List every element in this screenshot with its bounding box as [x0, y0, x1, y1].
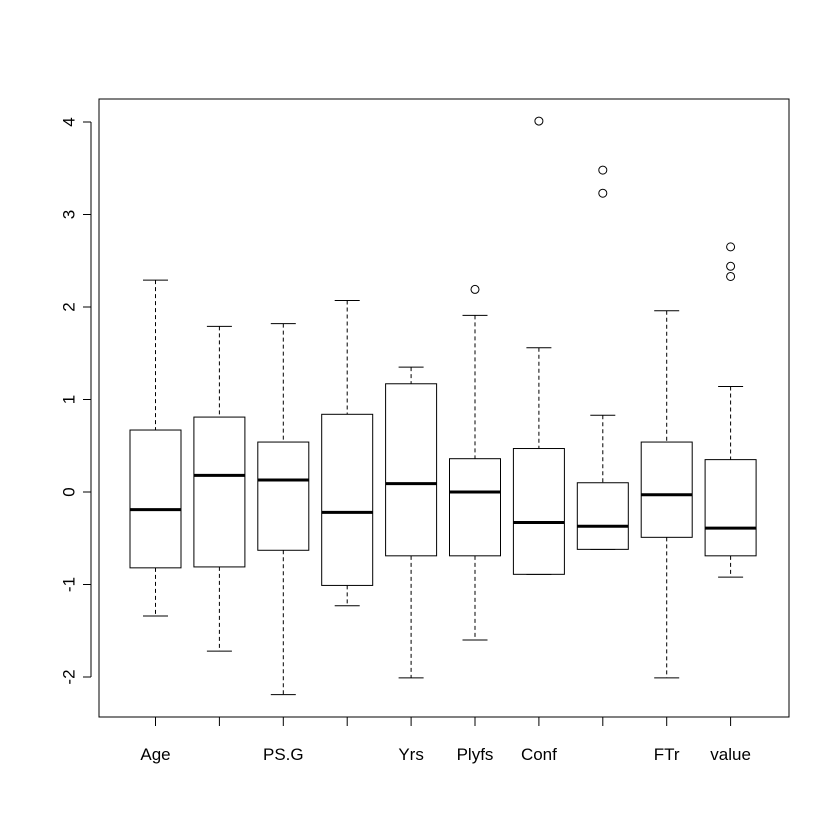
box-plyfs: [449, 284, 501, 641]
x-tick-label: Age: [140, 745, 170, 764]
box-conf: [512, 116, 565, 575]
plot-area: -2 -1 0 1 2 3 4 Age PS.G Yrs Plyfs Conf FTr value: [59, 116, 757, 764]
x-tick-label: Conf: [521, 745, 557, 764]
x-tick-label: PS.G: [263, 745, 304, 764]
y-tick-label: -1: [59, 577, 78, 592]
outlier-point: [726, 271, 736, 281]
box-unlabeled-7: [576, 165, 629, 550]
box-iqr: [576, 482, 629, 550]
box-unlabeled-3: [321, 300, 374, 607]
box-iqr: [257, 441, 310, 551]
box-iqr: [704, 459, 757, 557]
box-iqr: [640, 441, 693, 538]
x-tick-label: Yrs: [398, 745, 424, 764]
y-axis: -2 -1 0 1 2 3 4: [59, 117, 92, 685]
x-tick-label: Plyfs: [457, 745, 494, 764]
box-age: [129, 279, 182, 617]
x-tick-label: value: [710, 745, 751, 764]
y-tick-label: -2: [59, 669, 78, 684]
outlier-point: [726, 261, 736, 271]
box-value: [704, 242, 757, 578]
box-iqr: [193, 416, 246, 568]
box-ps-g: [257, 323, 310, 696]
x-tick-label: FTr: [654, 745, 680, 764]
outlier-point: [470, 284, 480, 294]
outlier-point: [726, 242, 736, 252]
outlier-point: [534, 116, 544, 126]
y-tick-label: 4: [59, 117, 78, 126]
box-iqr: [512, 448, 565, 575]
y-tick-label: 2: [59, 302, 78, 311]
box-unlabeled-1: [193, 325, 246, 652]
box-yrs: [385, 366, 438, 679]
box-iqr: [129, 429, 182, 569]
box-iqr: [449, 458, 501, 557]
y-tick-label: 0: [59, 487, 78, 496]
outlier-point: [598, 188, 608, 198]
box-iqr: [385, 383, 438, 557]
box-ftr: [640, 310, 693, 679]
y-tick-label: 1: [59, 395, 78, 404]
outlier-point: [598, 165, 608, 175]
box-iqr: [321, 413, 374, 586]
plot-frame: [98, 98, 790, 718]
y-tick-label: 3: [59, 210, 78, 219]
